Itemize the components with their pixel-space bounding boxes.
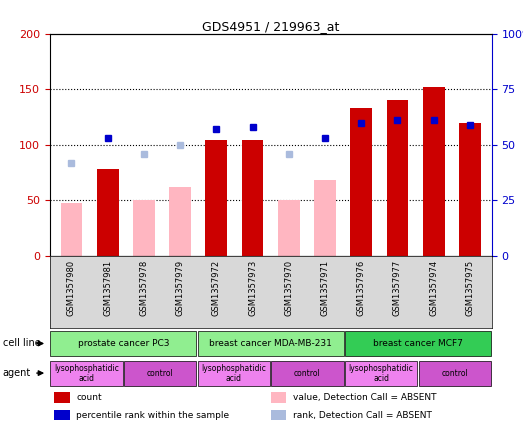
Text: count: count <box>76 393 102 402</box>
Bar <box>423 87 445 256</box>
Text: GSM1357975: GSM1357975 <box>465 260 474 316</box>
Bar <box>54 393 70 403</box>
Text: breast cancer MDA-MB-231: breast cancer MDA-MB-231 <box>209 339 332 348</box>
Bar <box>271 361 344 386</box>
Text: GSM1357970: GSM1357970 <box>285 260 293 316</box>
Text: GSM1357981: GSM1357981 <box>103 260 112 316</box>
Text: control: control <box>147 369 174 378</box>
Bar <box>345 331 491 356</box>
Text: GSM1357979: GSM1357979 <box>176 260 185 316</box>
Text: GSM1357972: GSM1357972 <box>212 260 221 316</box>
Bar <box>386 100 408 256</box>
Bar <box>97 169 119 256</box>
Text: value, Detection Call = ABSENT: value, Detection Call = ABSENT <box>293 393 436 402</box>
Bar <box>271 410 286 420</box>
Title: GDS4951 / 219963_at: GDS4951 / 219963_at <box>202 20 339 33</box>
Bar <box>54 410 70 420</box>
Text: GSM1357976: GSM1357976 <box>357 260 366 316</box>
Text: lysophosphatidic
acid: lysophosphatidic acid <box>201 364 266 383</box>
Bar <box>459 123 481 256</box>
Bar <box>271 393 286 403</box>
Bar <box>345 361 417 386</box>
Bar <box>198 331 344 356</box>
Text: agent: agent <box>3 368 31 378</box>
Bar <box>206 140 227 256</box>
Text: lysophosphatidic
acid: lysophosphatidic acid <box>54 364 119 383</box>
Bar <box>350 108 372 256</box>
Text: percentile rank within the sample: percentile rank within the sample <box>76 411 229 420</box>
Bar <box>314 180 336 256</box>
Bar <box>169 187 191 256</box>
Bar <box>419 361 491 386</box>
Bar <box>124 361 196 386</box>
Text: GSM1357978: GSM1357978 <box>139 260 149 316</box>
Bar <box>61 203 82 256</box>
Bar <box>278 201 300 256</box>
Text: cell line: cell line <box>3 338 40 349</box>
Text: lysophosphatidic
acid: lysophosphatidic acid <box>349 364 414 383</box>
Text: GSM1357974: GSM1357974 <box>429 260 438 316</box>
Bar <box>133 201 155 256</box>
Bar <box>50 331 196 356</box>
Bar <box>198 361 270 386</box>
Bar <box>50 361 122 386</box>
Text: breast cancer MCF7: breast cancer MCF7 <box>373 339 463 348</box>
Text: rank, Detection Call = ABSENT: rank, Detection Call = ABSENT <box>293 411 431 420</box>
Text: GSM1357977: GSM1357977 <box>393 260 402 316</box>
Text: GSM1357973: GSM1357973 <box>248 260 257 316</box>
Text: control: control <box>441 369 468 378</box>
Text: GSM1357971: GSM1357971 <box>321 260 329 316</box>
Text: control: control <box>294 369 321 378</box>
Text: prostate cancer PC3: prostate cancer PC3 <box>77 339 169 348</box>
Bar <box>242 140 264 256</box>
Text: GSM1357980: GSM1357980 <box>67 260 76 316</box>
